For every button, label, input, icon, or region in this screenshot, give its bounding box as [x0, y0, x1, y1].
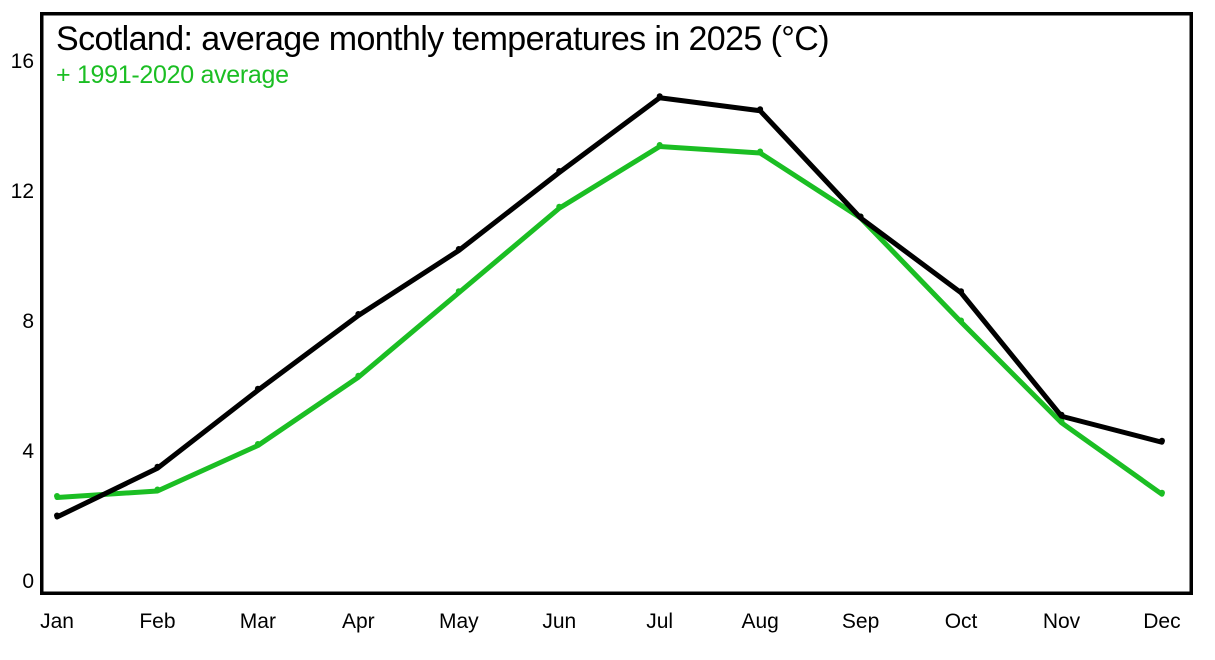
x-axis-month-label: May: [438, 610, 479, 633]
y-axis-tick-label: 16: [10, 50, 34, 73]
x-axis-month-label: Sep: [841, 610, 880, 633]
series-line-2025: [54, 95, 1165, 520]
x-axis-month-label: Mar: [239, 610, 276, 633]
data-point-marker: [1058, 411, 1065, 418]
data-point-marker: [958, 288, 965, 295]
x-axis-month-label: Feb: [139, 610, 176, 633]
chart-title: Scotland: average monthly temperatures i…: [56, 20, 830, 58]
data-point-marker: [757, 148, 764, 155]
x-axis-month-label: Nov: [1042, 610, 1081, 633]
x-axis-month-label: Jul: [646, 610, 674, 633]
y-axis-tick-label: 12: [10, 180, 34, 203]
data-point-marker: [1158, 489, 1165, 496]
series-line-1991-2020-average: [54, 144, 1165, 500]
y-axis-tick-label: 0: [22, 570, 34, 593]
x-axis-month-label: Apr: [342, 610, 375, 633]
x-axis-month-label: Jun: [542, 610, 577, 633]
data-point-marker: [958, 317, 965, 324]
x-axis-month-label: Oct: [944, 610, 978, 633]
data-point-marker: [254, 441, 261, 447]
x-axis-month-label: Dec: [1143, 610, 1181, 633]
data-point-marker: [656, 142, 663, 148]
data-point-marker: [355, 311, 362, 317]
data-point-marker: [254, 385, 261, 392]
series-group: [54, 93, 1165, 520]
data-point-marker: [154, 486, 161, 493]
data-point-marker: [556, 203, 563, 210]
data-point-marker: [54, 493, 60, 499]
y-axis-tick-label: 4: [22, 440, 34, 463]
data-point-marker: [556, 168, 563, 174]
data-point-marker: [757, 106, 764, 113]
data-point-marker: [54, 512, 60, 519]
data-point-marker: [154, 463, 161, 470]
x-axis-month-label: Jan: [40, 610, 74, 633]
chart-subtitle-legend: + 1991-2020 average: [56, 61, 289, 89]
data-point-marker: [455, 288, 462, 295]
data-point-marker: [355, 372, 362, 379]
data-point-marker: [656, 93, 663, 100]
y-axis-tick-label: 8: [22, 310, 34, 333]
data-point-marker: [1158, 437, 1165, 444]
data-point-marker: [1058, 418, 1065, 425]
data-point-marker: [455, 246, 462, 252]
data-point-marker: [857, 213, 864, 220]
plot-frame: [40, 12, 1193, 595]
x-axis-month-label: Aug: [741, 610, 779, 633]
